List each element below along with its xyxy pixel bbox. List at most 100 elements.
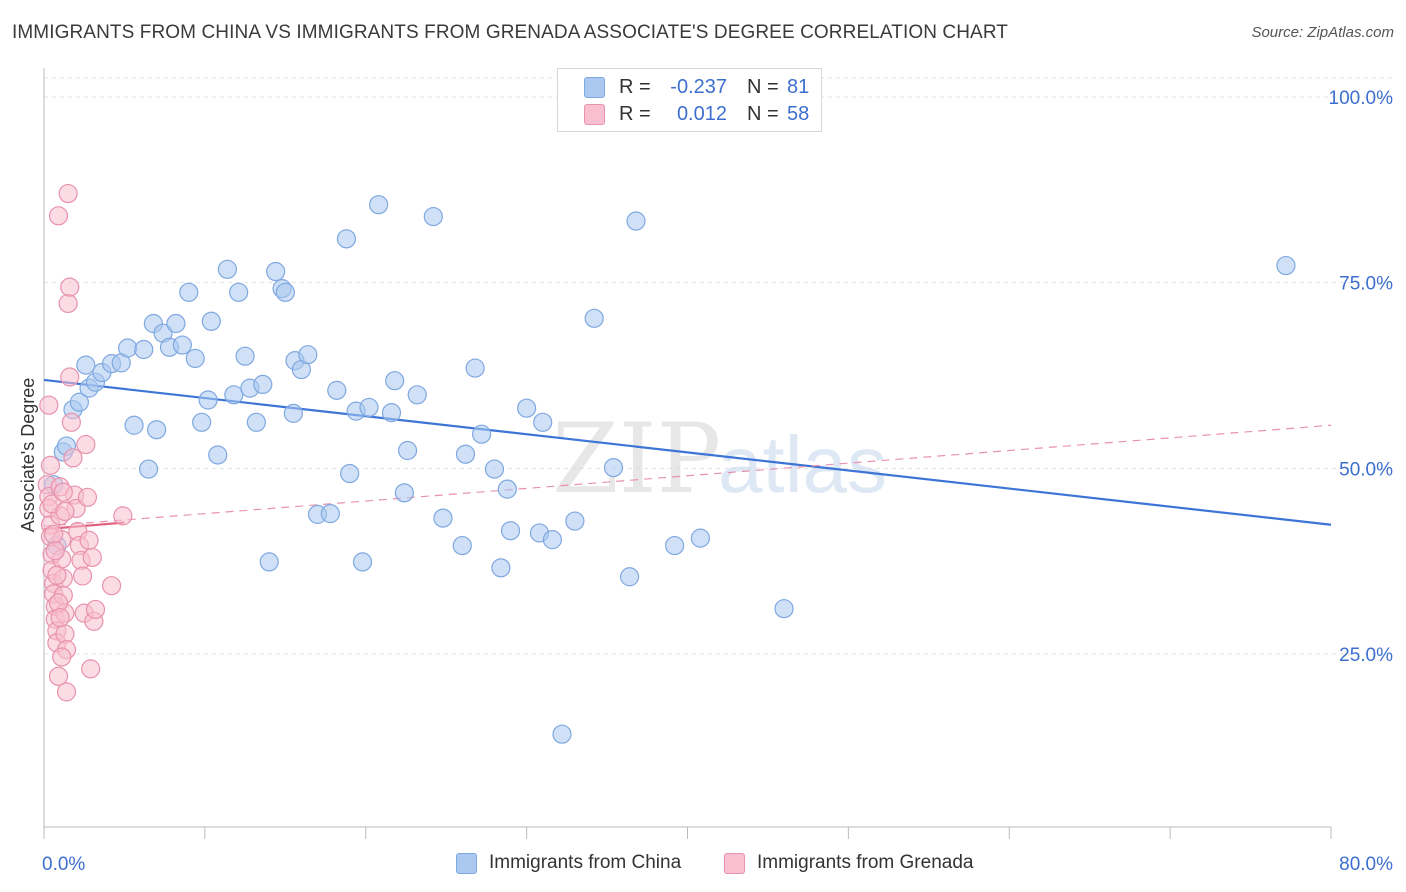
point-china: [352, 552, 373, 572]
y-axis-label: Associate's Degree: [18, 378, 38, 533]
point-grenada: [79, 530, 99, 550]
point-grenada: [56, 682, 77, 702]
point-china: [201, 311, 221, 331]
point-grenada: [77, 487, 98, 507]
point-grenada: [61, 412, 81, 432]
point-china: [517, 398, 537, 418]
legend-item-grenada: Immigrants from Grenada: [724, 852, 973, 874]
point-china: [397, 440, 418, 461]
point-grenada: [47, 565, 67, 585]
point-china: [192, 412, 212, 432]
data-points: [37, 183, 1296, 744]
point-china: [69, 392, 89, 412]
point-china: [138, 459, 159, 479]
legend-n-label: N =: [747, 102, 779, 125]
point-grenada: [60, 277, 80, 297]
point-china: [690, 528, 710, 548]
point-china: [465, 358, 485, 378]
point-china: [381, 403, 402, 423]
point-china: [1276, 255, 1296, 276]
point-grenada: [81, 659, 101, 679]
legend-swatch-china: [584, 76, 605, 98]
point-china: [246, 412, 266, 432]
y-tick-label: 75.0%: [1339, 274, 1393, 295]
point-grenada: [113, 506, 133, 526]
point-grenada: [48, 206, 69, 226]
point-grenada: [60, 367, 80, 387]
point-china: [76, 355, 96, 375]
point-grenada: [40, 455, 61, 475]
legend-n-label: N =: [747, 75, 779, 98]
point-china: [565, 511, 585, 531]
point-china: [275, 282, 295, 302]
point-china: [394, 483, 414, 503]
legend-r-label: R =: [619, 75, 651, 98]
point-china: [407, 385, 427, 405]
point-china: [134, 339, 154, 360]
point-china: [423, 206, 443, 227]
point-china: [497, 479, 517, 499]
point-china: [166, 313, 186, 334]
point-china: [208, 445, 228, 465]
trend-line-china: [43, 378, 1332, 526]
y-tick-label: 100.0%: [1329, 88, 1394, 109]
point-china: [217, 259, 237, 279]
point-china: [224, 385, 244, 405]
point-china: [385, 371, 405, 391]
point-grenada: [50, 608, 70, 628]
point-china: [172, 335, 192, 355]
point-china: [298, 345, 318, 365]
point-china: [452, 535, 472, 556]
point-china: [369, 195, 389, 215]
point-china: [484, 459, 505, 479]
point-china: [147, 420, 167, 440]
point-china: [266, 261, 286, 282]
watermark: ZIP atlas: [552, 403, 887, 515]
point-grenada: [73, 566, 93, 586]
watermark-zip: ZIP: [552, 403, 721, 515]
axes: [43, 68, 1332, 839]
legend-swatch-china: [456, 852, 477, 874]
legend-n-value: 81: [787, 75, 810, 98]
chart-title: IMMIGRANTS FROM CHINA VS IMMIGRANTS FROM…: [12, 22, 1009, 43]
tick-labels: 100.0% 75.0% 50.0% 25.0% 0.0% 80.0%: [42, 88, 1393, 875]
x-tick-label: 80.0%: [1339, 854, 1393, 875]
point-grenada: [48, 666, 69, 686]
x-tick-label: 0.0%: [42, 854, 85, 875]
legend-item-china: Immigrants from China: [456, 852, 681, 874]
point-china: [124, 415, 144, 435]
point-china: [179, 282, 199, 302]
gridlines: [44, 77, 1392, 655]
point-china: [500, 521, 521, 541]
y-tick-label: 25.0%: [1339, 645, 1393, 666]
point-china: [320, 504, 340, 524]
point-grenada: [76, 434, 96, 455]
stats-legend: R = -0.237 N = 81 R = 0.012 N = 58: [557, 68, 822, 132]
legend-swatch-grenada: [584, 103, 605, 125]
legend-label-china: Immigrants from China: [489, 852, 682, 873]
point-grenada: [82, 547, 102, 568]
point-china: [229, 282, 249, 302]
point-china: [327, 380, 347, 400]
point-grenada: [63, 448, 83, 468]
point-china: [359, 397, 379, 418]
point-china: [283, 403, 303, 423]
point-china: [584, 308, 604, 328]
point-china: [198, 390, 218, 410]
point-grenada: [58, 293, 78, 314]
point-grenada: [58, 183, 78, 204]
point-china: [603, 457, 624, 478]
point-china: [619, 567, 640, 587]
point-china: [259, 552, 279, 572]
point-china: [774, 599, 794, 619]
point-grenada: [44, 524, 64, 545]
legend-r-value: -0.237: [670, 75, 727, 98]
point-grenada: [45, 541, 65, 561]
point-grenada: [55, 501, 75, 522]
y-tick-label: 50.0%: [1339, 459, 1393, 480]
point-china: [433, 508, 453, 528]
point-grenada: [85, 599, 106, 620]
point-china: [552, 724, 572, 744]
point-china: [235, 346, 255, 366]
legend-swatch-grenada: [724, 852, 745, 874]
